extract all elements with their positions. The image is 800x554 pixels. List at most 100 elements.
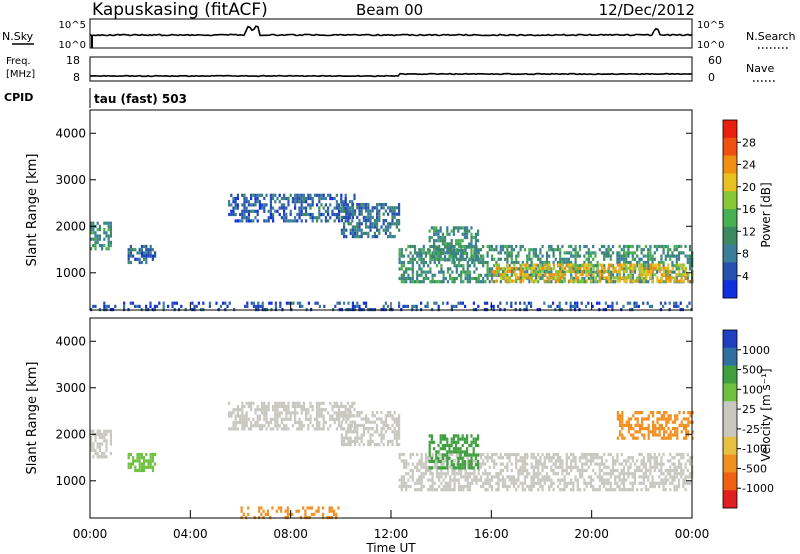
echo-cell xyxy=(691,273,694,277)
echo-cell xyxy=(689,411,692,415)
echo-cell xyxy=(634,411,637,415)
echo-cell xyxy=(506,257,509,261)
echo-cell xyxy=(311,212,314,217)
echo-cell xyxy=(151,257,154,261)
echo-cell xyxy=(598,488,601,492)
echo-cell xyxy=(267,404,270,409)
echo-cell xyxy=(331,408,334,412)
echo-cell xyxy=(90,237,93,241)
echo-cell xyxy=(609,468,612,473)
echo-cell xyxy=(658,417,661,421)
echo-cell xyxy=(267,401,270,405)
echo-cell xyxy=(589,276,593,281)
echo-cell xyxy=(442,484,445,489)
echo-cell xyxy=(335,193,338,197)
echo-cell xyxy=(395,225,398,229)
echo-cell xyxy=(473,478,476,482)
echo-cell xyxy=(143,244,146,249)
echo-cell xyxy=(660,276,663,280)
echo-cell xyxy=(504,276,507,280)
echo-cell xyxy=(140,465,143,469)
echo-cell xyxy=(554,248,557,252)
echo-cell xyxy=(572,459,575,463)
echo-cell xyxy=(479,273,483,277)
echo-cell xyxy=(365,215,368,219)
echo-cell xyxy=(460,468,463,473)
echo-cell xyxy=(658,433,661,437)
echo-cell xyxy=(322,212,325,217)
echo-cell xyxy=(673,244,676,249)
echo-cell xyxy=(464,472,467,476)
echo-cell xyxy=(346,203,349,207)
echo-cell xyxy=(572,263,575,267)
echo-cell xyxy=(323,304,326,308)
echo-cell xyxy=(398,267,401,271)
echo-cell xyxy=(490,273,494,277)
echo-cell xyxy=(435,462,439,466)
echo-cell xyxy=(358,222,361,226)
echo-cell xyxy=(599,276,602,280)
echo-cell xyxy=(471,481,474,485)
echo-cell xyxy=(618,244,621,249)
echo-cell xyxy=(644,462,648,466)
echo-cell xyxy=(376,427,379,431)
echo-cell xyxy=(468,481,472,485)
echo-cell xyxy=(435,245,438,249)
echo-cell xyxy=(134,304,137,308)
echo-cell xyxy=(94,304,97,308)
echo-cell xyxy=(393,209,396,213)
echo-cell xyxy=(684,478,687,482)
echo-cell xyxy=(592,244,595,249)
echo-cell xyxy=(523,481,527,485)
echo-cell xyxy=(616,436,619,440)
echo-cell xyxy=(402,462,406,466)
echo-cell xyxy=(230,427,233,431)
echo-cell xyxy=(632,433,635,437)
echo-cell xyxy=(272,196,275,201)
echo-cell xyxy=(539,472,542,476)
echo-cell xyxy=(645,263,648,267)
echo-cell xyxy=(258,203,261,207)
velocity-panel-frame xyxy=(89,317,693,519)
echo-cell xyxy=(335,404,338,409)
echo-cell xyxy=(515,478,518,482)
echo-cell xyxy=(574,260,577,265)
echo-cell xyxy=(622,273,626,277)
echo-cell xyxy=(644,244,648,249)
echo-cell xyxy=(682,417,685,421)
echo-cell xyxy=(313,427,316,431)
echo-cell xyxy=(662,452,665,457)
echo-cell xyxy=(440,257,443,261)
echo-cell xyxy=(466,270,469,274)
echo-cell xyxy=(433,440,436,444)
echo-cell xyxy=(641,417,644,421)
echo-cell xyxy=(393,417,396,421)
echo-cell xyxy=(358,423,361,427)
echo-cell xyxy=(642,465,645,469)
echo-cell xyxy=(614,269,617,274)
echo-cell xyxy=(247,219,250,223)
echo-cell xyxy=(439,248,442,252)
echo-cell xyxy=(241,411,244,415)
echo-cell xyxy=(493,475,496,479)
echo-cell xyxy=(523,270,527,274)
echo-cell xyxy=(453,468,456,473)
echo-cell xyxy=(395,417,398,421)
echo-cell xyxy=(517,468,520,473)
echo-cell xyxy=(666,478,670,482)
echo-cell xyxy=(488,248,491,252)
echo-cell xyxy=(574,462,577,466)
echo-cell xyxy=(354,231,357,235)
echo-cell xyxy=(409,257,412,261)
echo-cell xyxy=(451,280,454,284)
echo-cell xyxy=(409,468,412,473)
echo-cell xyxy=(103,429,106,433)
echo-cell xyxy=(455,450,458,454)
echo-cell xyxy=(287,219,290,223)
echo-cell xyxy=(688,260,692,265)
echo-cell xyxy=(479,452,483,457)
echo-cell xyxy=(132,462,135,466)
echo-cell xyxy=(321,512,325,516)
echo-cell xyxy=(441,239,444,243)
echo-cell xyxy=(625,472,628,476)
